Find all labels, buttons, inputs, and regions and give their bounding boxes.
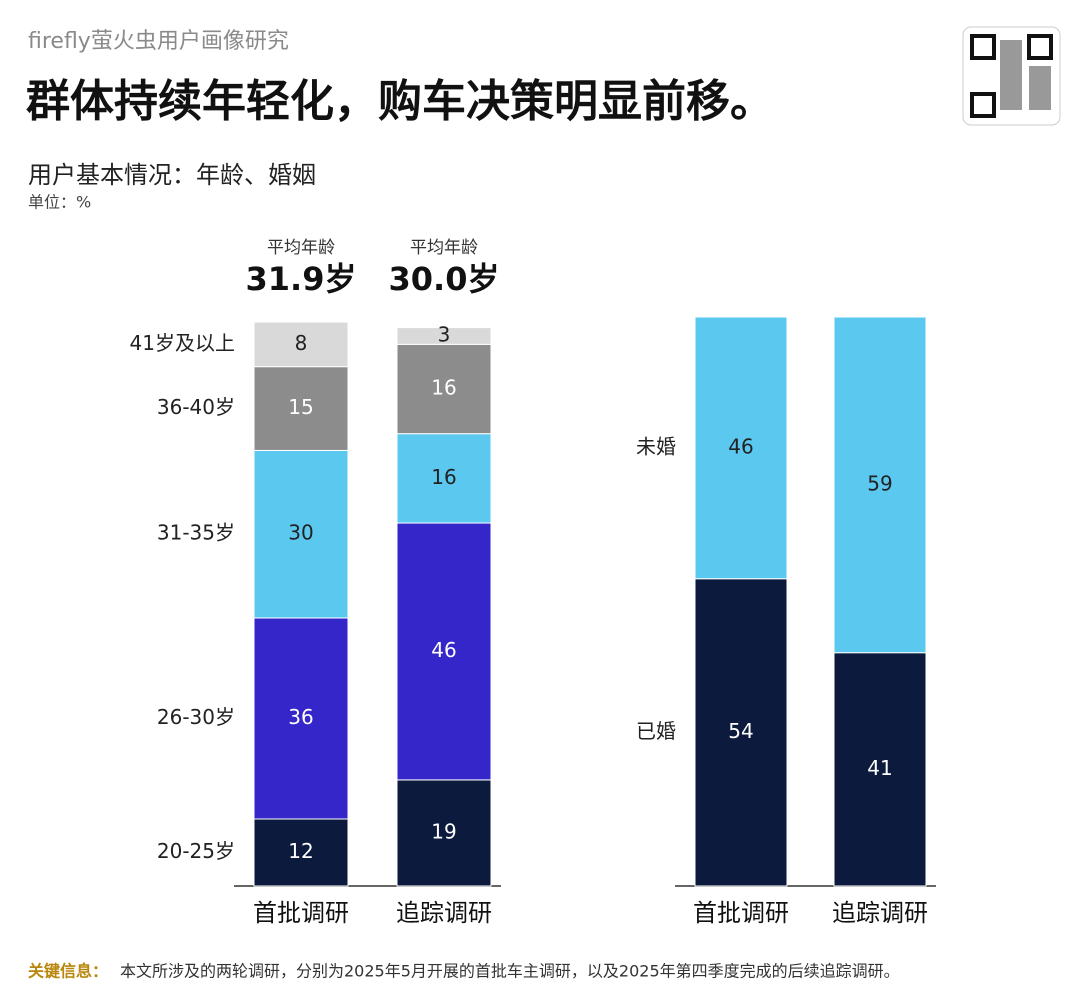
- data-label: 8: [295, 331, 308, 355]
- data-label: 41: [867, 756, 892, 780]
- annotation-label: 平均年龄: [267, 238, 335, 258]
- bar-segment: [694, 316, 788, 580]
- bar-segment: [253, 321, 349, 368]
- data-label: 46: [728, 434, 753, 458]
- bar-segment: [694, 578, 788, 887]
- data-label: 30: [288, 521, 313, 545]
- bar-segment: [253, 366, 349, 451]
- qr-code: [962, 26, 1061, 126]
- bar-segment: [396, 343, 492, 435]
- annotation-value: 30.0岁: [389, 260, 500, 298]
- footer-label: 关键信息：: [28, 962, 108, 981]
- data-label: 3: [438, 322, 451, 346]
- annotation-value: 31.9岁: [246, 260, 357, 298]
- bar-segment: [253, 449, 349, 619]
- bar-segment: [833, 652, 927, 887]
- x-tick-label: 追踪调研: [396, 899, 492, 927]
- series-label: 41岁及以上: [130, 331, 235, 355]
- data-label: 54: [728, 719, 753, 743]
- x-tick-label: 首批调研: [253, 899, 349, 927]
- data-label: 46: [431, 638, 456, 662]
- title: 群体持续年轻化，购车决策明显前移。: [26, 76, 774, 127]
- series-label: 36-40岁: [157, 395, 235, 419]
- bar-segment: [396, 327, 492, 345]
- data-label: 59: [867, 471, 892, 495]
- data-label: 12: [288, 839, 313, 863]
- data-label: 36: [288, 705, 313, 729]
- series-label: 已婚: [636, 719, 676, 743]
- footer-text: 本文所涉及的两轮调研，分别为2025年5月开展的首批车主调研，以及2025年第四…: [120, 962, 900, 981]
- series-label: 26-30岁: [157, 705, 235, 729]
- annotation-label: 平均年龄: [410, 238, 478, 258]
- source: firefly萤火虫用户画像研究: [28, 29, 289, 54]
- data-label: 19: [431, 819, 456, 843]
- x-tick-label: 追踪调研: [832, 899, 928, 927]
- series-label: 31-35岁: [157, 521, 235, 545]
- bar-segment: [253, 818, 349, 887]
- series-label: 20-25岁: [157, 839, 235, 863]
- data-label: 16: [431, 465, 456, 489]
- x-tick-label: 首批调研: [693, 899, 789, 927]
- data-label: 15: [288, 395, 313, 419]
- bar-segment: [396, 433, 492, 524]
- series-label: 未婚: [636, 434, 676, 458]
- bar-segment: [253, 617, 349, 820]
- bar-segment: [396, 522, 492, 781]
- subtitle: 用户基本情况：年龄、婚姻: [28, 161, 316, 189]
- data-label: 16: [431, 376, 456, 400]
- unit: 单位：%: [28, 193, 91, 212]
- bar-segment: [833, 316, 927, 654]
